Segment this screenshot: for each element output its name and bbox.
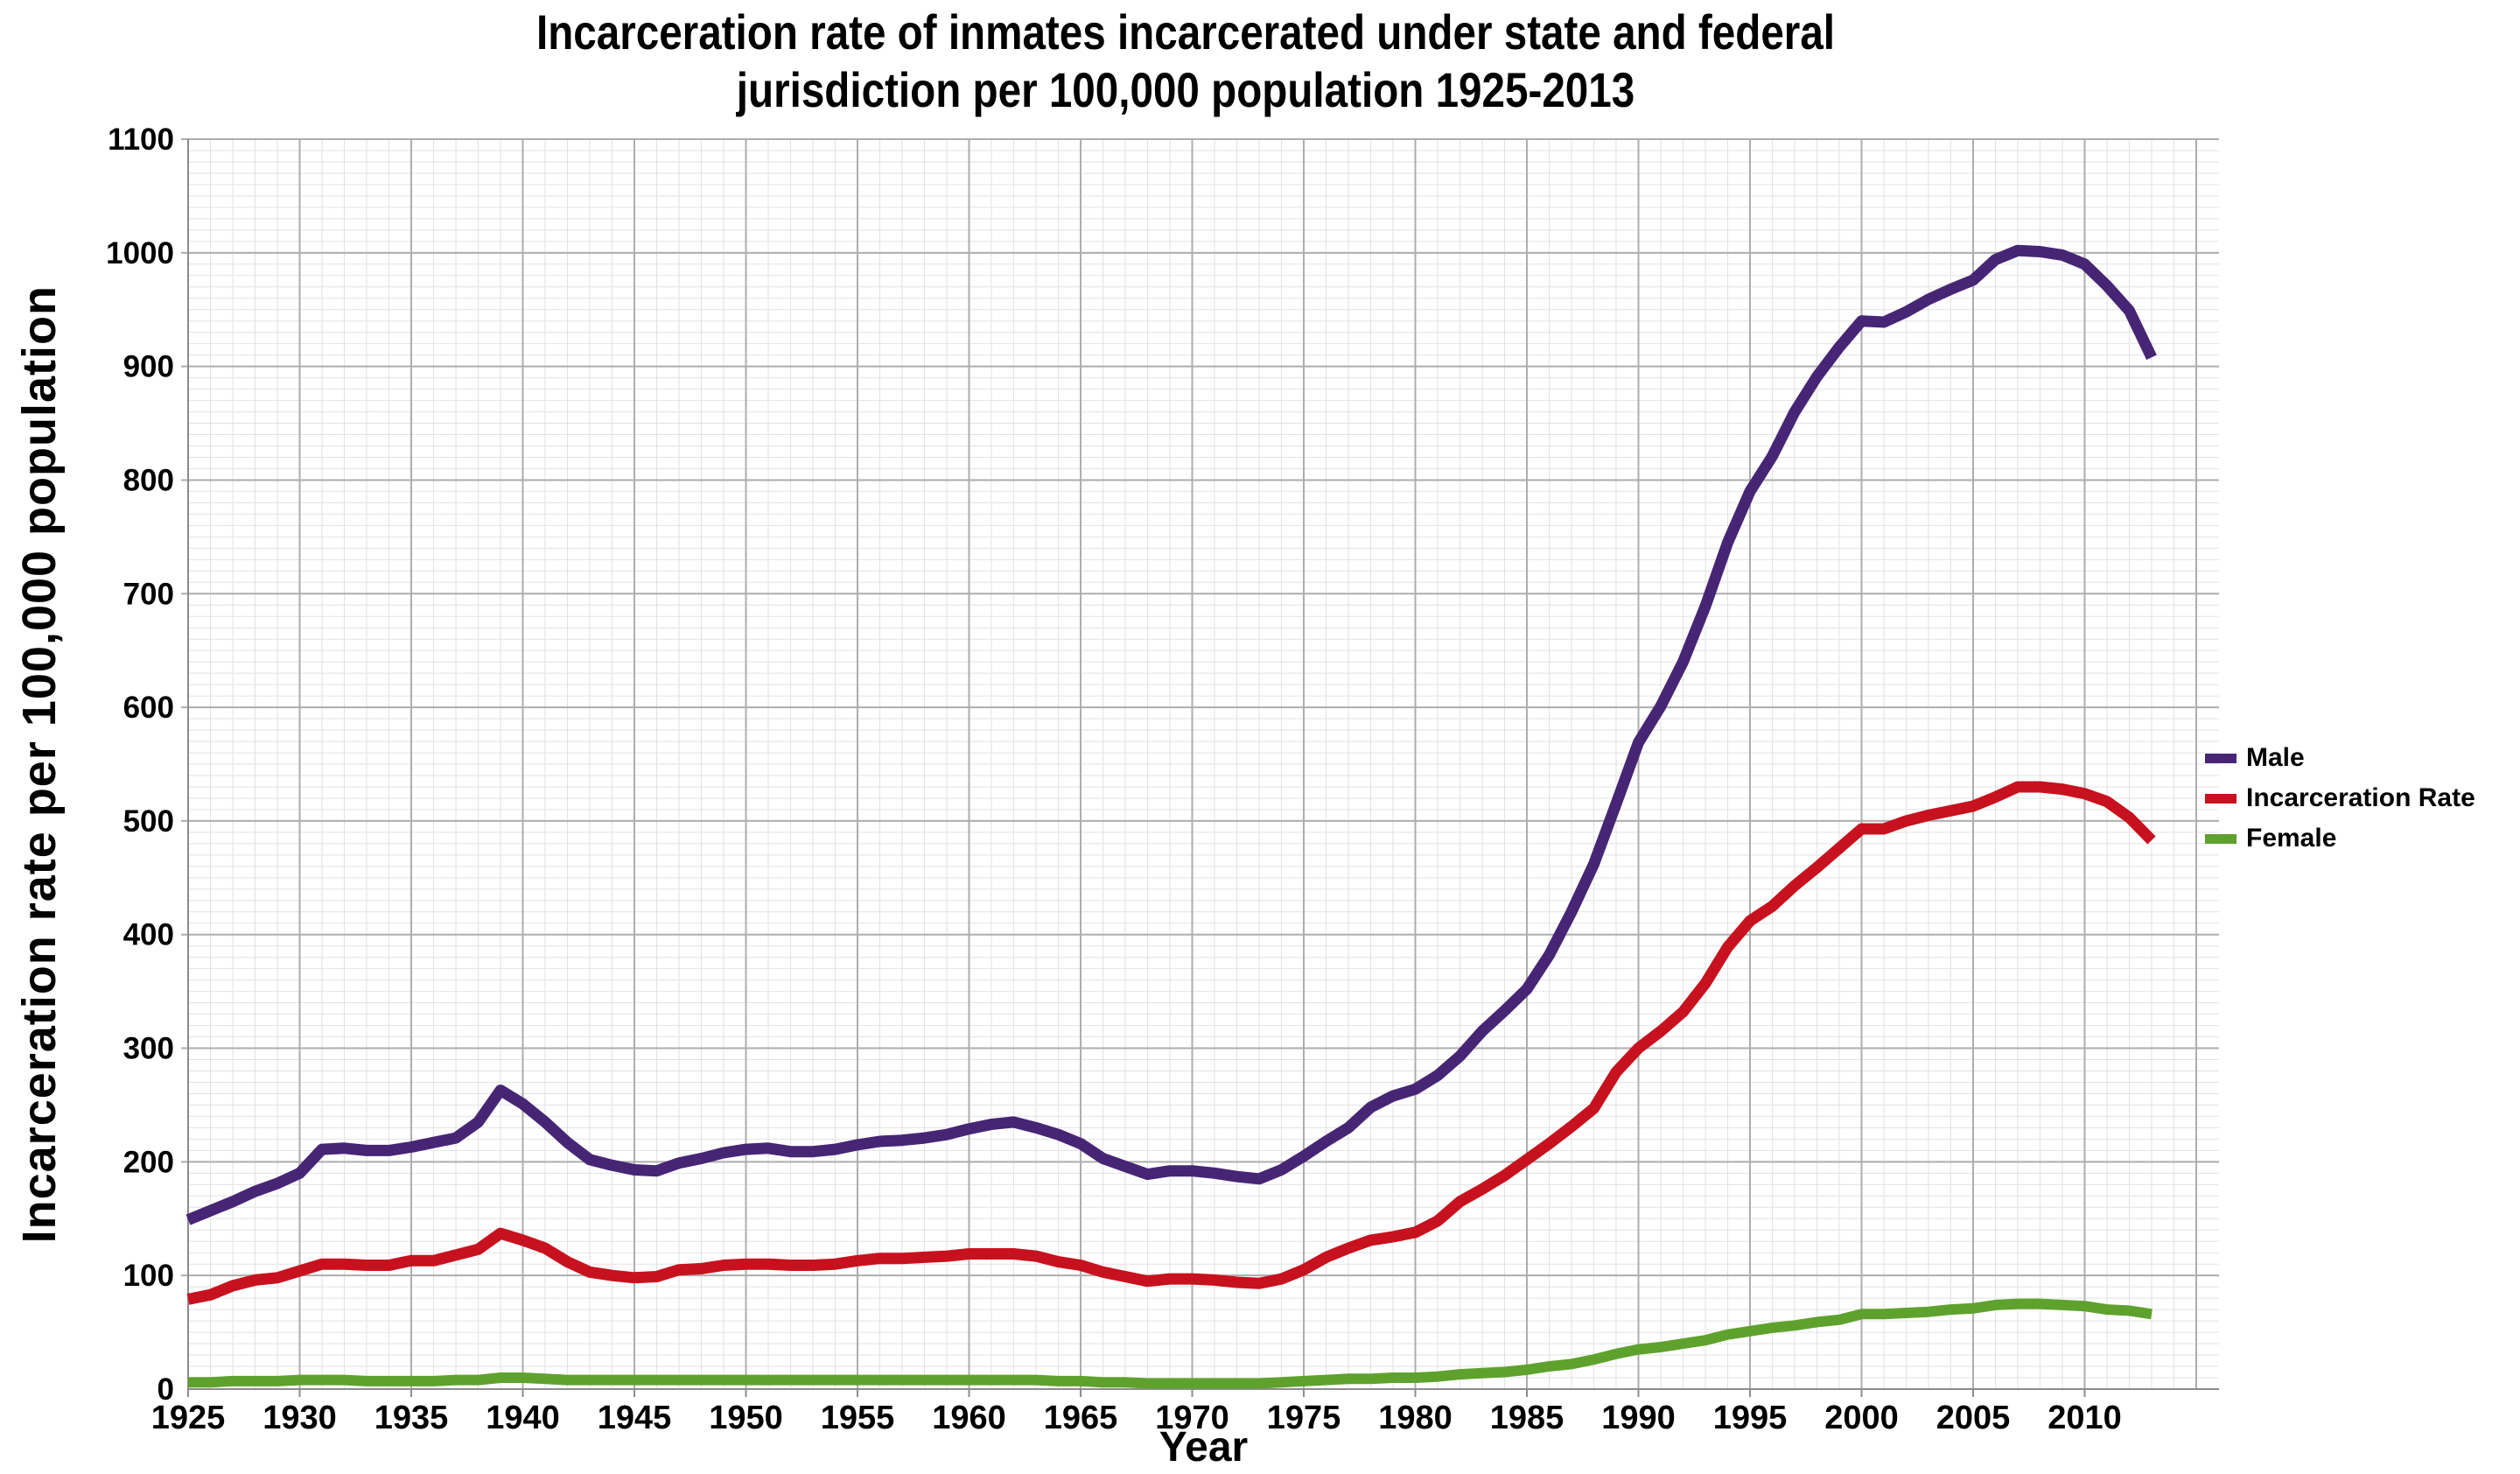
x-tick-label: 2005 xyxy=(1936,1400,2011,1436)
y-axis-title-container: Incarceration rate per 100,000 populatio… xyxy=(9,139,70,1389)
legend-row-male: Male xyxy=(2205,738,2475,778)
legend-row-incarceration-rate: Incarceration Rate xyxy=(2205,778,2475,818)
x-tick-label: 1970 xyxy=(1155,1400,1229,1436)
x-tick-label: 1990 xyxy=(1601,1400,1676,1436)
y-tick-label: 700 xyxy=(123,577,174,611)
y-tick-label: 900 xyxy=(123,350,174,384)
y-tick-label: 500 xyxy=(123,804,174,839)
chart-title-line1: Incarceration rate of inmates incarcerat… xyxy=(536,4,1836,60)
chart-title-line2: jurisdiction per 100,000 population 1925… xyxy=(736,62,1635,117)
x-tick-label: 1935 xyxy=(374,1400,449,1436)
incarceration-rate-series-line xyxy=(186,781,2156,1305)
y-tick-label: 400 xyxy=(123,918,174,952)
legend-label-female: Female xyxy=(2246,824,2337,853)
chart-title: Incarceration rate of inmates incarcerat… xyxy=(178,4,2194,119)
legend-label-incarceration-rate: Incarceration Rate xyxy=(2246,783,2475,812)
y-tick-label: 200 xyxy=(123,1145,174,1179)
x-tick-label: 2000 xyxy=(1824,1400,1899,1436)
x-tick-label: 1995 xyxy=(1713,1400,1788,1436)
y-tick-label: 300 xyxy=(123,1032,174,1066)
female-series-line xyxy=(188,1298,2152,1389)
legend: Male Incarceration Rate Female xyxy=(2205,738,2475,859)
x-tick-label: 1940 xyxy=(486,1400,560,1436)
y-tick-label: 0 xyxy=(158,1372,174,1407)
legend-row-female: Female xyxy=(2205,818,2475,859)
male-series-line xyxy=(186,244,2157,1225)
x-tick-label: 1945 xyxy=(598,1400,672,1436)
y-tick-label: 100 xyxy=(123,1259,174,1293)
x-tick-label: 1930 xyxy=(262,1400,337,1436)
male-series-swatch xyxy=(2205,753,2236,763)
x-tick-label: 1960 xyxy=(932,1400,1006,1436)
x-tick-label: 1955 xyxy=(821,1400,895,1436)
y-tick-label: 800 xyxy=(123,463,174,497)
incarceration-rate-series-swatch xyxy=(2205,793,2236,804)
x-tick-label: 1985 xyxy=(1490,1400,1564,1436)
female-series-swatch xyxy=(2205,833,2236,844)
x-tick-label: 1950 xyxy=(709,1400,783,1436)
y-tick-label: 1100 xyxy=(108,123,174,157)
x-axis-title: Year xyxy=(1158,1424,1249,1470)
y-tick-label: 1000 xyxy=(106,236,174,270)
x-tick-label: 1980 xyxy=(1378,1400,1452,1436)
x-tick-label: 1965 xyxy=(1044,1400,1118,1436)
x-tick-label: 2010 xyxy=(2048,1400,2122,1436)
y-tick-label: 600 xyxy=(123,691,174,725)
legend-label-male: Male xyxy=(2246,743,2305,772)
x-tick-label: 1975 xyxy=(1267,1400,1341,1436)
y-axis-title: Incarceration rate per 100,000 populatio… xyxy=(13,284,66,1244)
x-tick-label: 1925 xyxy=(151,1400,226,1436)
